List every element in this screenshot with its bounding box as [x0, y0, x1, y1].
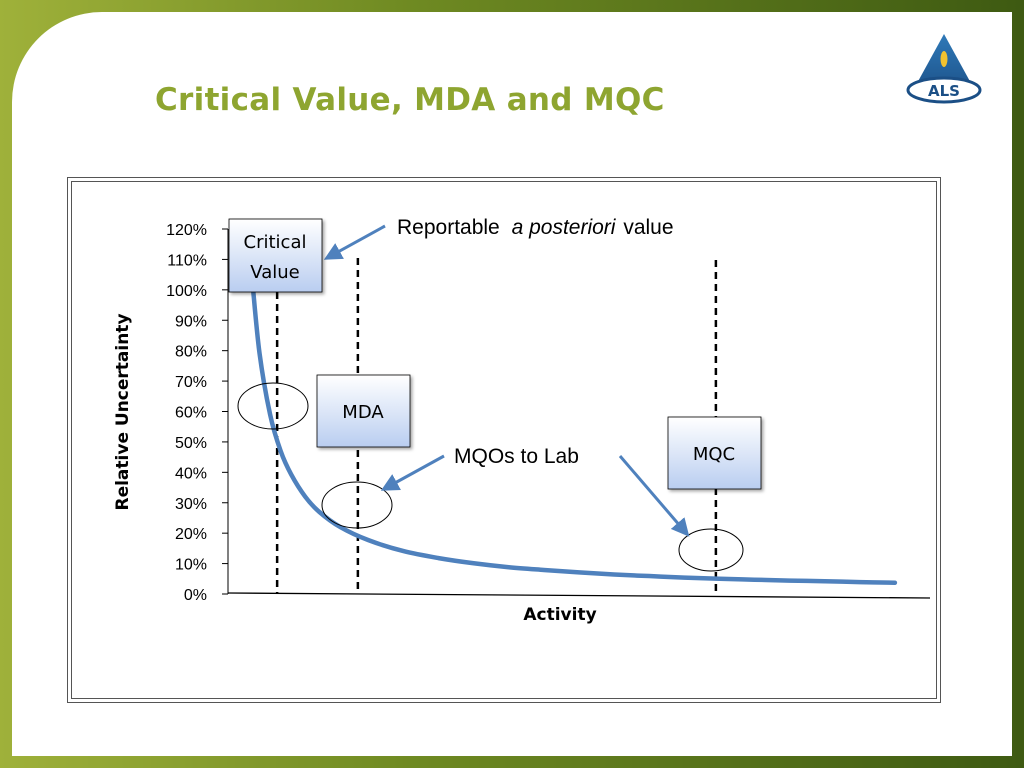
reportable-annotation-pre: Reportable: [397, 216, 500, 239]
mda-box: MDA: [316, 374, 411, 448]
mda-box-label: MDA: [342, 402, 384, 423]
mqc-box: MQC: [667, 416, 762, 490]
critical-value-ellipse: [237, 382, 309, 430]
x-axis-label: Activity: [523, 605, 596, 625]
chart-frame: [67, 177, 941, 703]
reportable-annotation-post: value: [623, 216, 673, 239]
als-logo-icon: ALS: [906, 34, 982, 104]
y-tick-label: 20%: [175, 526, 207, 543]
y-tick-label: 110%: [167, 252, 207, 269]
critical-value-box-line1: Critical: [244, 232, 307, 253]
logo-text: ALS: [928, 82, 960, 100]
y-tick-label: 120%: [166, 222, 207, 239]
mda-ellipse: [321, 481, 393, 529]
x-axis-line: [227, 592, 931, 599]
y-tick-label: 90%: [175, 313, 207, 330]
y-tick-label: 10%: [175, 557, 207, 574]
critical-value-box-line2: Value: [250, 262, 299, 283]
y-tick-label: 40%: [175, 465, 207, 482]
reportable-arrow: [323, 224, 386, 260]
chart-frame-inner: [71, 181, 937, 699]
y-tick-label: 30%: [175, 496, 207, 513]
y-tick-label: 100%: [166, 283, 207, 300]
y-tick-label: 50%: [175, 435, 207, 452]
mqc-box-label: MQC: [693, 444, 735, 465]
reportable-annotation-italic: a posteriori: [512, 216, 617, 239]
y-axis-label: Relative Uncertainty: [113, 313, 133, 510]
y-tick-label: 60%: [175, 405, 207, 422]
slide-title: Critical Value, MDA and MQC: [155, 82, 665, 118]
slide-background: [12, 12, 1012, 756]
mqos-arrow: [380, 454, 445, 491]
mqos-annotation: MQOs to Lab: [454, 445, 579, 468]
y-tick-group: 0% 10% 20% 30% 40% 50% 60% 70% 80% 90% 100% 110% 120…: [166, 222, 228, 604]
series-curve: [250, 281, 898, 585]
mqc-ellipse: [678, 528, 744, 572]
y-tick-label: 70%: [175, 374, 207, 391]
mqos-to-mqc-arrow: [618, 455, 690, 537]
critical-value-box: Critical Value: [228, 218, 323, 293]
y-tick-label: 0%: [184, 587, 207, 604]
reportable-annotation: Reportable a posteriori value: [397, 216, 674, 239]
y-tick-label: 80%: [175, 344, 207, 361]
